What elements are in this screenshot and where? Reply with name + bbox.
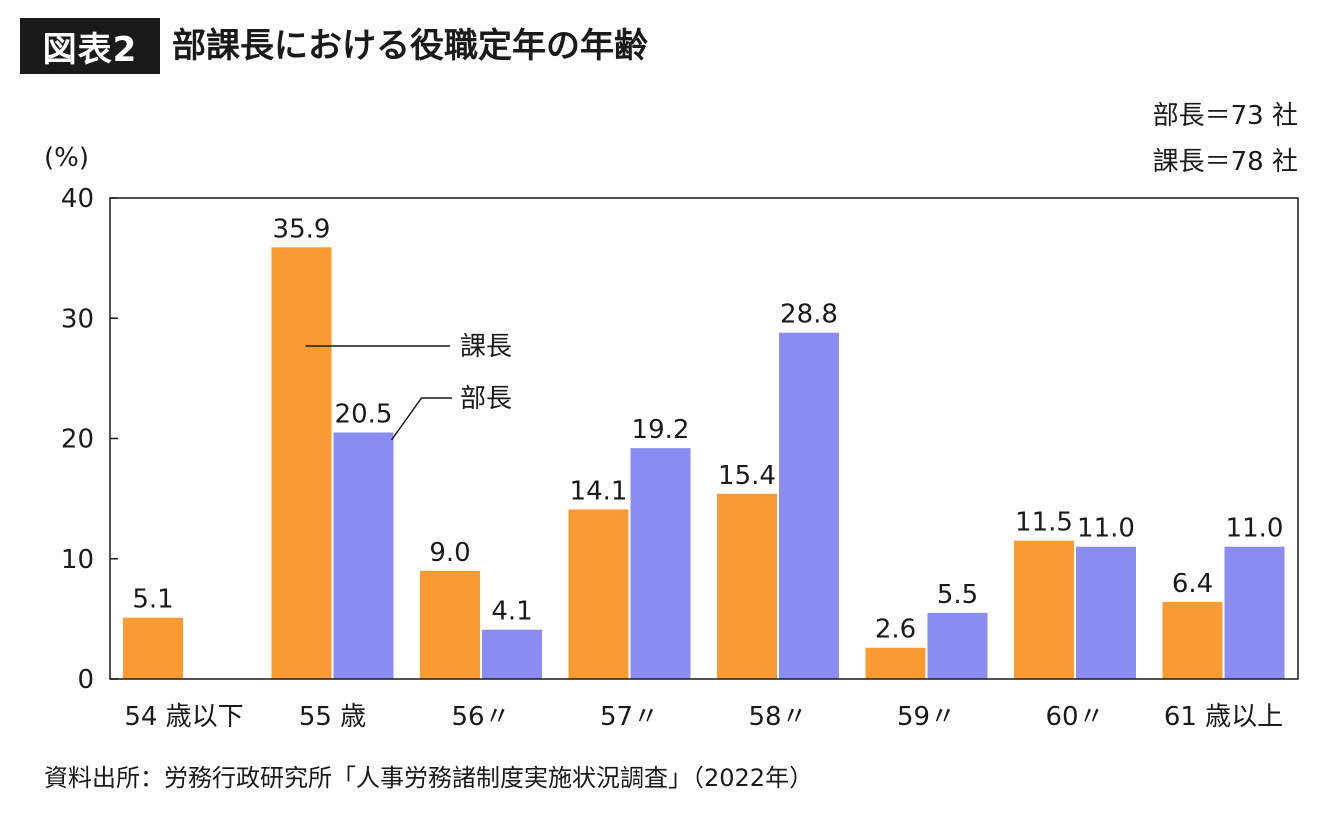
axes-layer: 0 10 20 30 40 54 歳以下 55 歳 56〃 57〃 58〃 59〃 60〃 61 歳以上 — [61, 184, 1299, 732]
y-tick-label-0: 0 — [77, 665, 94, 695]
x-tick-label-0: 54 歳以下 — [124, 702, 243, 732]
y-axis-unit: (%) — [44, 143, 89, 173]
x-tick-label-2: 56〃 — [451, 702, 510, 732]
chart-title: 部課長における役職定年の年齢 — [172, 26, 648, 66]
data-label-kacho-6: 11.5 — [1015, 508, 1073, 538]
x-tick-label-3: 57〃 — [600, 702, 659, 732]
bar-kacho-3 — [568, 509, 629, 679]
bar-kacho-1 — [271, 247, 332, 680]
legend-label-bucho: 部長 — [460, 384, 512, 414]
bar-bucho-5 — [927, 612, 988, 679]
data-label-bucho-2: 4.1 — [491, 597, 532, 627]
sample-note-bucho: 部長＝73 社 — [1152, 101, 1298, 131]
data-label-kacho-2: 9.0 — [429, 538, 470, 568]
data-label-bucho-3: 19.2 — [632, 415, 690, 445]
legend-leader-bucho — [390, 397, 452, 441]
y-tick-label-30: 30 — [61, 304, 94, 334]
x-tick-label-7: 61 歳以上 — [1164, 702, 1283, 732]
y-tick-label-10: 10 — [61, 545, 94, 575]
data-label-kacho-5: 2.6 — [875, 615, 916, 645]
data-label-kacho-3: 14.1 — [570, 476, 628, 506]
bar-kacho-4 — [717, 493, 777, 679]
legend-label-kacho: 課長 — [460, 332, 512, 362]
data-label-bucho-4: 28.8 — [780, 300, 838, 330]
source-note: 資料出所：労務行政研究所「人事労務諸制度実施状況調査」（2022年） — [44, 764, 814, 792]
bar-kacho-5 — [865, 647, 926, 679]
data-label-kacho-0: 5.1 — [132, 585, 173, 615]
bar-chart: 0 10 20 30 40 54 歳以下 55 歳 56〃 57〃 58〃 59〃 60〃 61 歳以上… — [61, 184, 1299, 732]
x-tick-label-6: 60〃 — [1045, 702, 1104, 732]
bar-kacho-7 — [1162, 602, 1223, 679]
data-label-kacho-7: 6.4 — [1172, 569, 1213, 599]
data-label-bucho-5: 5.5 — [937, 580, 978, 610]
labels-layer: 5.1 35.9 9.0 14.1 15.4 2.6 11.5 6.4 20.5 4.1 19.2 2… — [132, 214, 1283, 644]
data-label-bucho-7: 11.0 — [1226, 514, 1284, 544]
data-label-bucho-1: 20.5 — [335, 399, 393, 429]
data-label-kacho-1: 35.9 — [273, 214, 331, 244]
bar-kacho-2 — [420, 570, 480, 679]
x-tick-label-1: 55 歳 — [299, 702, 366, 732]
bar-kacho-6 — [1014, 540, 1074, 679]
bar-kacho-0 — [123, 617, 183, 679]
bars-layer — [123, 247, 1285, 680]
bar-bucho-7 — [1224, 546, 1285, 679]
bar-bucho-4 — [779, 332, 839, 679]
data-label-kacho-4: 15.4 — [718, 461, 776, 491]
bar-bucho-6 — [1076, 546, 1136, 679]
y-tick-label-40: 40 — [61, 184, 94, 214]
figure-badge: 図表2 — [20, 18, 160, 74]
x-tick-label-5: 59〃 — [897, 702, 956, 732]
x-tick-label-4: 58〃 — [748, 702, 807, 732]
sample-note-kacho: 課長＝78 社 — [1152, 147, 1298, 177]
bar-bucho-3 — [630, 448, 691, 679]
bar-bucho-2 — [482, 629, 542, 679]
y-tick-label-20: 20 — [61, 425, 94, 455]
bar-bucho-1 — [333, 432, 394, 679]
data-label-bucho-6: 11.0 — [1077, 514, 1135, 544]
